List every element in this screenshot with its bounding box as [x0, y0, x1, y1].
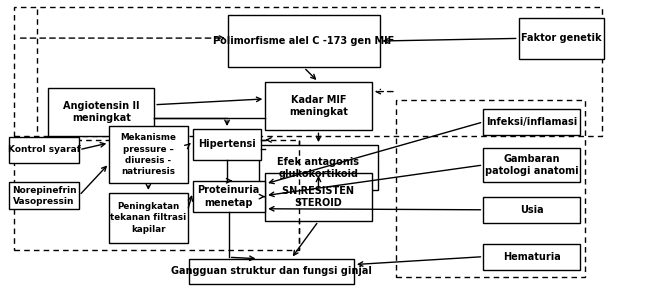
- Text: Proteinuria
menetap: Proteinuria menetap: [198, 185, 260, 208]
- FancyBboxPatch shape: [193, 181, 264, 212]
- FancyBboxPatch shape: [193, 129, 261, 160]
- Text: Hipertensi: Hipertensi: [198, 139, 256, 149]
- FancyBboxPatch shape: [483, 148, 580, 182]
- FancyBboxPatch shape: [265, 173, 371, 221]
- Text: Mekanisme
pressure –
diuresis -
natriuresis: Mekanisme pressure – diuresis - natriure…: [120, 133, 176, 176]
- Text: Usia: Usia: [520, 205, 543, 215]
- Text: Norepinefrin
Vasopressin: Norepinefrin Vasopressin: [12, 185, 77, 206]
- FancyBboxPatch shape: [258, 145, 378, 190]
- FancyBboxPatch shape: [265, 82, 371, 130]
- Text: Kontrol syaraf: Kontrol syaraf: [8, 145, 81, 154]
- FancyBboxPatch shape: [483, 197, 580, 223]
- FancyBboxPatch shape: [228, 15, 379, 67]
- FancyBboxPatch shape: [189, 259, 354, 284]
- Text: SN RESISTEN
STEROID: SN RESISTEN STEROID: [282, 186, 354, 208]
- FancyBboxPatch shape: [48, 88, 154, 136]
- FancyBboxPatch shape: [519, 18, 603, 59]
- Text: Polimorfisme alel C -173 gen MIF: Polimorfisme alel C -173 gen MIF: [213, 36, 395, 46]
- FancyBboxPatch shape: [483, 109, 580, 135]
- FancyBboxPatch shape: [483, 244, 580, 270]
- Text: Peningkatan
tekanan filtrasi
kapilar: Peningkatan tekanan filtrasi kapilar: [110, 202, 186, 234]
- FancyBboxPatch shape: [109, 126, 188, 183]
- FancyBboxPatch shape: [9, 182, 79, 209]
- Text: Angiotensin II
meningkat: Angiotensin II meningkat: [63, 101, 139, 123]
- Text: Kadar MIF
meningkat: Kadar MIF meningkat: [289, 95, 348, 117]
- Text: Faktor genetik: Faktor genetik: [521, 33, 602, 43]
- Text: Gambaran
patologi anatomi: Gambaran patologi anatomi: [485, 154, 578, 176]
- Text: Gangguan struktur dan fungsi ginjal: Gangguan struktur dan fungsi ginjal: [171, 266, 372, 276]
- Text: Infeksi/inflamasi: Infeksi/inflamasi: [486, 117, 577, 127]
- Text: Hematuria: Hematuria: [503, 252, 561, 262]
- FancyBboxPatch shape: [109, 193, 188, 243]
- FancyBboxPatch shape: [9, 137, 79, 163]
- Text: Efek antagonis
glukokortikoid: Efek antagonis glukokortikoid: [278, 156, 360, 179]
